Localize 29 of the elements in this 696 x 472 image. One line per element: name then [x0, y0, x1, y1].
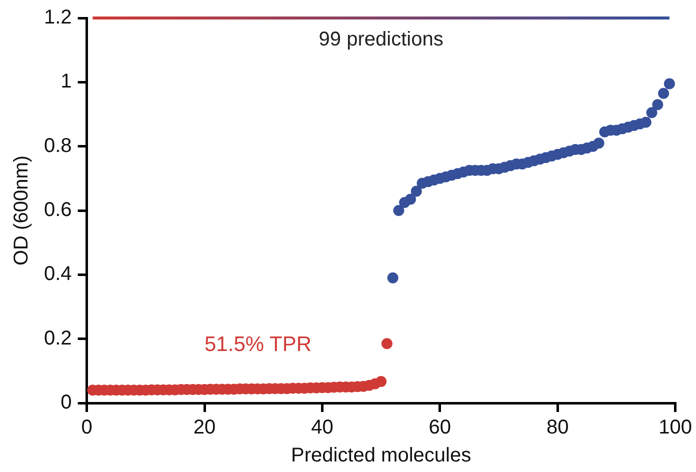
y-tick-label: 0.8 [44, 134, 72, 157]
point [658, 88, 670, 99]
x-axis-title: Predicted molecules [291, 444, 472, 467]
annotation: 51.5% TPR [204, 333, 312, 356]
point [664, 78, 675, 90]
y-tick-label: 0.6 [44, 199, 72, 222]
x-tick-label: 60 [428, 416, 452, 439]
point [376, 376, 387, 388]
y-tick-label: 0.4 [44, 263, 72, 286]
y-axis-title: OD (600nm) [10, 155, 33, 266]
ref-line-label: 99 predictions [318, 28, 444, 51]
x-tick-label: 80 [546, 416, 569, 439]
x-tick-label: 40 [311, 416, 334, 439]
x-tick-label: 100 [658, 416, 692, 439]
point [410, 186, 422, 197]
point [387, 272, 398, 284]
point [646, 107, 658, 118]
y-tick-label: 1.2 [44, 6, 72, 29]
point [393, 205, 404, 216]
x-tick-label: 20 [193, 416, 216, 439]
y-tick-label: 0 [60, 392, 72, 414]
point [404, 194, 416, 205]
point [640, 116, 652, 128]
y-tick-label: 0.2 [44, 327, 72, 350]
point [381, 338, 392, 350]
point [652, 99, 664, 110]
point [593, 138, 604, 149]
y-tick-label: 1 [60, 70, 72, 93]
x-tick-label: 0 [81, 416, 92, 439]
